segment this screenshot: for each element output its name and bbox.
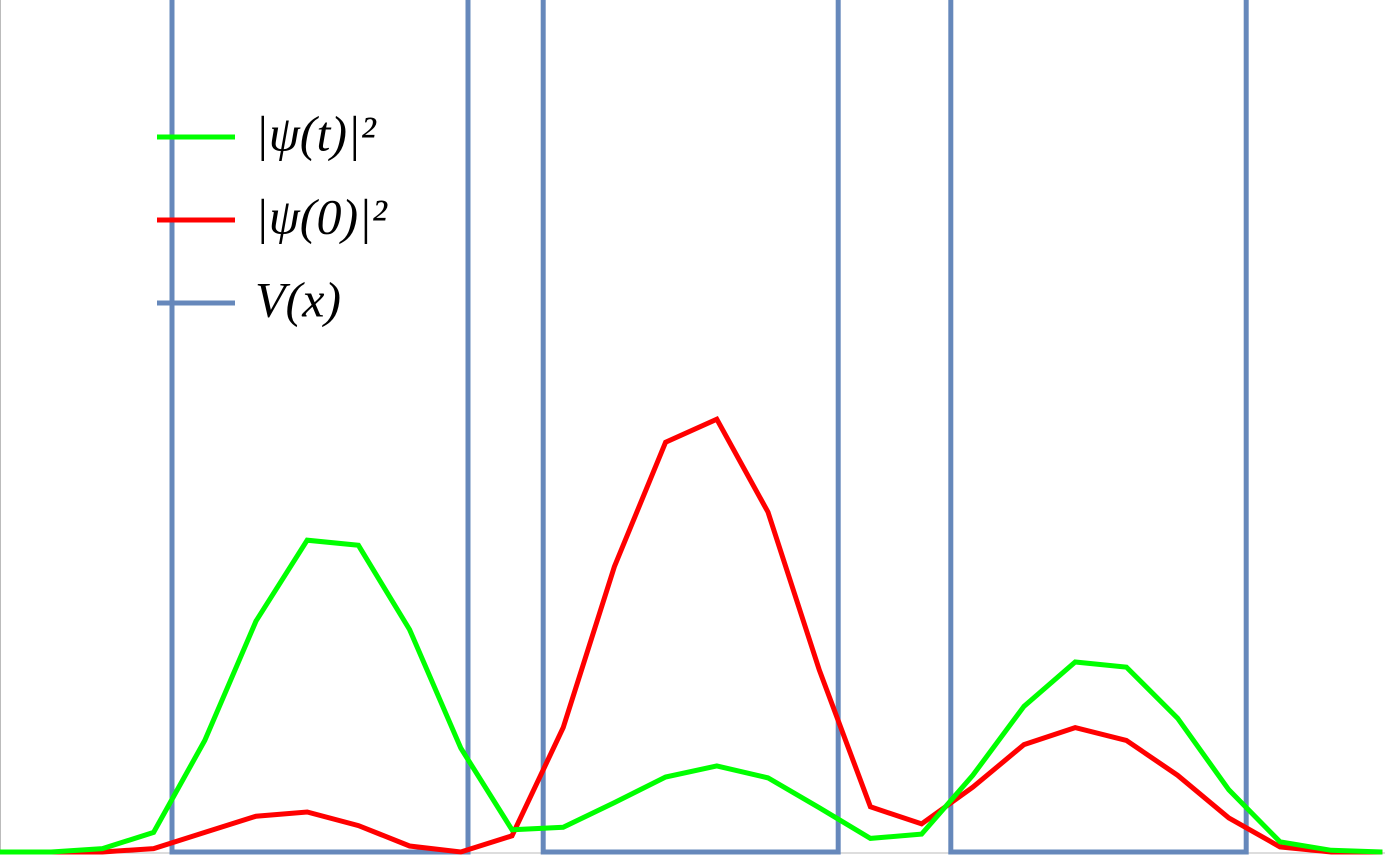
legend-label: V(x) [255,271,341,327]
series-line [0,415,1383,855]
legend-label: |ψ(t)|² [255,105,377,161]
legend-label: |ψ(0)|² [255,188,388,244]
series-line [0,537,1383,855]
series-line [169,0,1249,855]
